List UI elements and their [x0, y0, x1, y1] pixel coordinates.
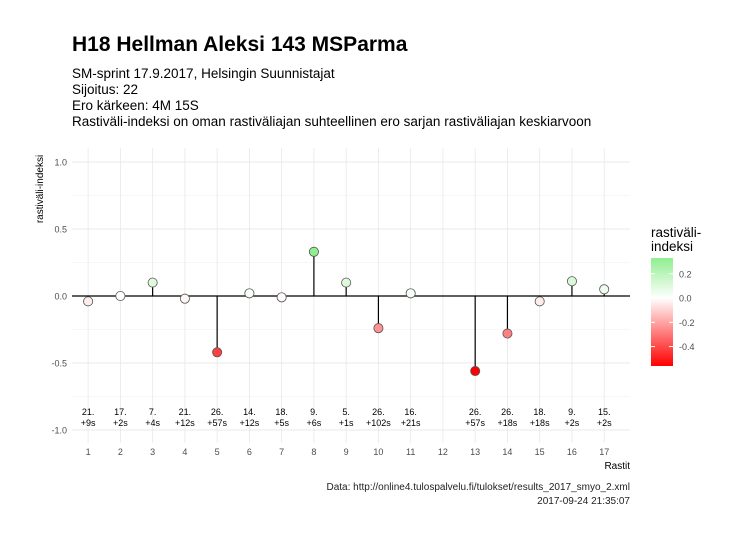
y-tick-label: -1.0 — [51, 426, 67, 436]
rank-label-5: 26. — [211, 407, 224, 417]
point-1 — [83, 296, 94, 307]
diff-label-17: +2s — [597, 418, 612, 428]
rank-label-14: 26. — [501, 407, 514, 417]
point-3 — [147, 277, 158, 288]
caption-source: Data: http://online4.tulospalvelu.fi/tul… — [326, 482, 630, 493]
point-2 — [115, 290, 126, 301]
x-tick-label: 14 — [502, 447, 512, 457]
diff-label-16: +2s — [565, 418, 580, 428]
rank-label-13: 26. — [469, 407, 482, 417]
point-9 — [341, 277, 352, 288]
point-6 — [244, 288, 255, 299]
x-tick-label: 5 — [215, 447, 220, 457]
x-tick-label: 8 — [311, 447, 316, 457]
color-legend: rastiväli- indeksi 0.2 0.0 -0.2 -0.4 — [651, 225, 701, 366]
legend-color-bar — [651, 258, 673, 366]
x-tick-label: 11 — [406, 447, 415, 457]
rank-label-4: 21. — [179, 407, 192, 417]
diff-label-2: +2s — [113, 418, 128, 428]
point-13 — [470, 366, 481, 377]
legend-tick-label: 0.2 — [679, 269, 692, 279]
subtitle-placement: Sijoitus: 22 — [72, 82, 139, 97]
x-tick-label: 4 — [182, 447, 187, 457]
subtitle-gap: Ero kärkeen: 4M 15S — [72, 98, 199, 113]
chart-title: H18 Hellman Aleksi 143 MSParma — [72, 33, 408, 56]
diff-label-9: +1s — [339, 418, 354, 428]
x-axis-ticks: 1 2 3 4 5 6 7 8 9 10 11 12 13 14 15 16 17 — [86, 447, 610, 457]
rank-label-6: 14. — [243, 407, 256, 417]
point-8 — [308, 246, 319, 257]
point-17 — [599, 284, 610, 295]
rank-label-15: 18. — [533, 407, 546, 417]
x-tick-label: 17 — [599, 447, 609, 457]
rank-label-8: 9. — [310, 407, 318, 417]
y-axis-label: rastiväli-indeksi — [35, 155, 46, 223]
point-labels: 21.+9s17.+2s7.+4s21.+12s26.+57s14.+12s18… — [81, 407, 612, 428]
diff-label-15: +18s — [530, 418, 550, 428]
diff-label-14: +18s — [498, 418, 518, 428]
point-5 — [212, 347, 223, 358]
rank-label-3: 7. — [149, 407, 157, 417]
y-tick-label: 0.0 — [54, 292, 67, 302]
diff-label-3: +4s — [145, 418, 160, 428]
legend-ticks: 0.2 0.0 -0.2 -0.4 — [651, 269, 695, 352]
diff-label-5: +57s — [207, 418, 227, 428]
lollipop-points — [83, 246, 610, 377]
legend-tick-label: 0.0 — [679, 294, 692, 304]
rank-label-1: 21. — [82, 407, 95, 417]
x-tick-label: 7 — [279, 447, 284, 457]
diff-label-8: +6s — [307, 418, 322, 428]
rank-label-9: 5. — [342, 407, 350, 417]
x-tick-label: 15 — [535, 447, 545, 457]
legend-tick-label: -0.2 — [679, 318, 695, 328]
diff-label-6: +12s — [240, 418, 260, 428]
caption-timestamp: 2017-09-24 21:35:07 — [537, 496, 630, 507]
diff-label-13: +57s — [465, 418, 485, 428]
point-11 — [405, 288, 416, 299]
x-axis-label: Rastit — [604, 461, 630, 472]
y-tick-label: -0.5 — [51, 359, 67, 369]
x-tick-label: 3 — [150, 447, 155, 457]
point-4 — [179, 293, 190, 304]
point-15 — [534, 296, 545, 307]
rank-label-10: 26. — [372, 407, 385, 417]
x-tick-label: 9 — [344, 447, 349, 457]
diff-label-4: +12s — [175, 418, 195, 428]
diff-label-10: +102s — [366, 418, 391, 428]
subtitle-event: SM-sprint 17.9.2017, Helsingin Suunnista… — [72, 66, 335, 81]
rank-label-16: 9. — [568, 407, 576, 417]
legend-title-line-2: indeksi — [651, 239, 693, 254]
x-tick-label: 1 — [86, 447, 91, 457]
subtitle-description: Rastiväli-indeksi on oman rastiväliajan … — [72, 114, 592, 129]
point-14 — [502, 328, 513, 339]
y-tick-label: 0.5 — [54, 225, 67, 235]
diff-label-1: +9s — [81, 418, 96, 428]
point-7 — [276, 292, 287, 303]
legend-tick-label: -0.4 — [679, 342, 695, 352]
diff-label-7: +5s — [274, 418, 289, 428]
y-tick-label: 1.0 — [54, 158, 67, 168]
point-16 — [566, 276, 577, 287]
x-tick-label: 16 — [567, 447, 577, 457]
rank-label-7: 18. — [275, 407, 288, 417]
rank-label-17: 15. — [598, 407, 611, 417]
point-10 — [373, 323, 384, 334]
diff-label-11: +21s — [401, 418, 421, 428]
rank-label-11: 16. — [404, 407, 417, 417]
legend-title-line-1: rastiväli- — [651, 225, 701, 240]
x-tick-label: 13 — [470, 447, 480, 457]
x-tick-label: 2 — [118, 447, 123, 457]
x-tick-label: 12 — [438, 447, 448, 457]
x-tick-label: 10 — [373, 447, 383, 457]
y-axis-ticks: -1.0 -0.5 0.0 0.5 1.0 — [51, 158, 67, 436]
x-tick-label: 6 — [247, 447, 252, 457]
rank-label-2: 17. — [114, 407, 127, 417]
